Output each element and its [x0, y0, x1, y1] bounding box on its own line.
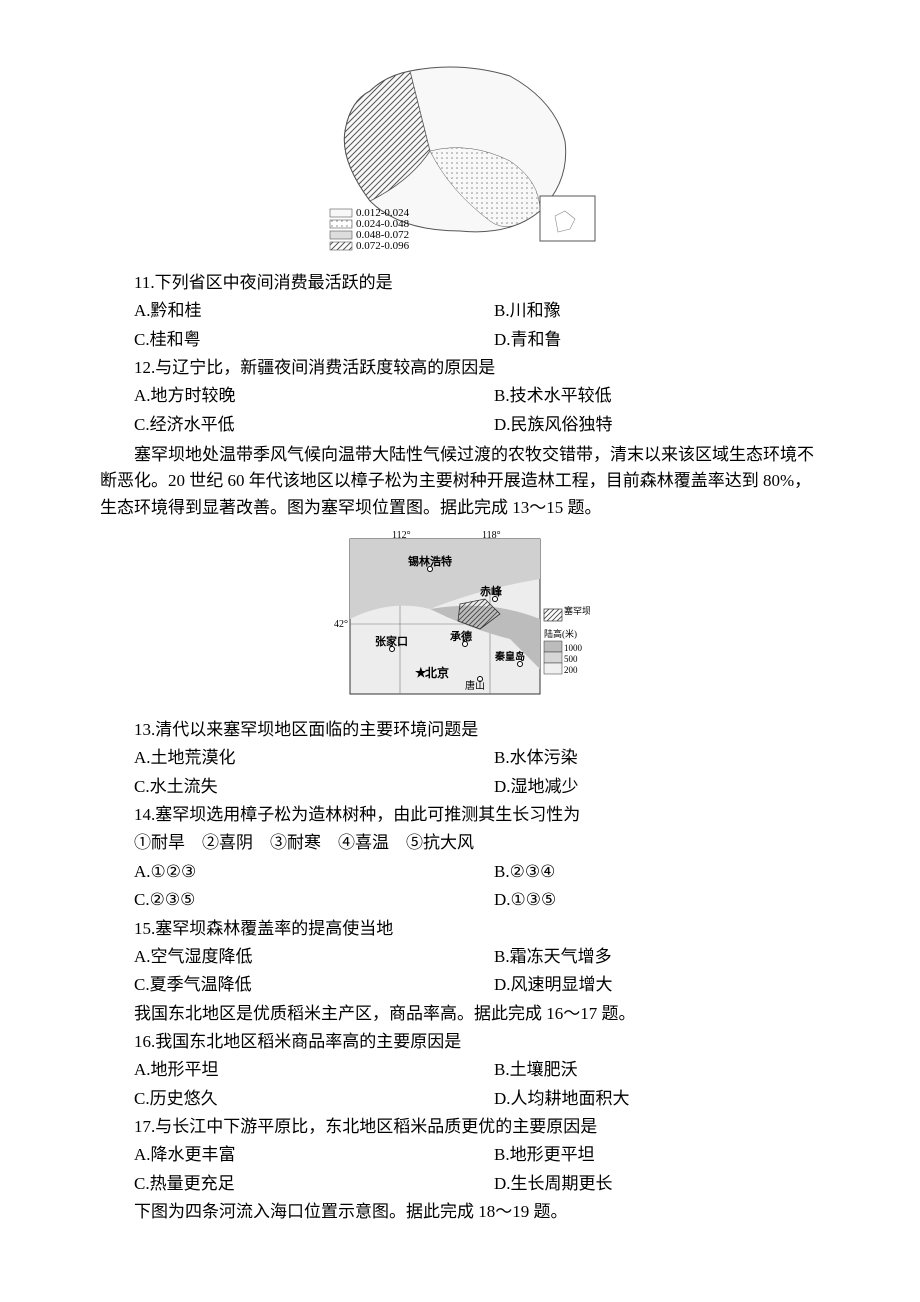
- q15-opt-d: D.风速明显增大: [460, 972, 820, 998]
- q14-stem: 14.塞罕坝选用樟子松为造林树种，由此可推测其生长习性为: [100, 802, 820, 828]
- passage-16-17: 我国东北地区是优质稻米主产区，商品率高。据此完成 16～17 题。: [100, 1001, 820, 1027]
- q17-opt-c: C.热量更充足: [100, 1171, 460, 1197]
- city-qinhuangdao: 秦皇岛: [494, 650, 525, 663]
- china-map-figure: 0.012-0.024 0.024-0.048 0.048-0.072 0.07…: [100, 40, 820, 262]
- q13-opt-b: B.水体污染: [460, 745, 820, 771]
- q14-opt-a: A.①②③: [100, 859, 460, 885]
- q12-opt-d: D.民族风俗独特: [460, 412, 820, 438]
- q15-opt-a: A.空气湿度降低: [100, 944, 460, 970]
- city-chengde: 承德: [450, 629, 472, 643]
- legend-1000: 1000: [564, 643, 583, 653]
- q12-opt-a: A.地方时较晚: [100, 383, 460, 409]
- q12-stem: 12.与辽宁比，新疆夜间消费活跃度较高的原因是: [100, 355, 820, 381]
- city-chifeng: 赤峰: [480, 584, 503, 598]
- q13-opt-c: C.水土流失: [100, 774, 460, 800]
- q17-stem: 17.与长江中下游平原比，东北地区稻米品质更优的主要原因是: [100, 1114, 820, 1140]
- q17-opt-a: A.降水更丰富: [100, 1142, 460, 1168]
- city-xilinhot: 锡林浩特: [408, 554, 452, 568]
- legend-elev-title: 陆高(米): [544, 628, 577, 639]
- q16-opt-d: D.人均耕地面积大: [460, 1086, 820, 1112]
- q16-opt-c: C.历史悠久: [100, 1086, 460, 1112]
- saihanba-map-figure: 112° 118° 42° 锡林浩特 赤峰 张家口 承德 秦皇岛: [100, 529, 820, 709]
- q12-opt-c: C.经济水平低: [100, 412, 460, 438]
- q12-opt-b: B.技术水平较低: [460, 383, 820, 409]
- q11-opt-d: D.青和鲁: [460, 327, 820, 353]
- q11-opt-a: A.黔和桂: [100, 298, 460, 324]
- q11-opt-c: C.桂和粤: [100, 327, 460, 353]
- passage-13-15: 塞罕坝地处温带季风气候向温带大陆性气候过渡的农牧交错带，清末以来该区域生态环境不…: [100, 442, 820, 521]
- q13-stem: 13.清代以来塞罕坝地区面临的主要环境问题是: [100, 717, 820, 743]
- q17-opt-b: B.地形更平坦: [460, 1142, 820, 1168]
- q11-opt-b: B.川和豫: [460, 298, 820, 324]
- q13-opt-d: D.湿地减少: [460, 774, 820, 800]
- q15-opt-b: B.霜冻天气增多: [460, 944, 820, 970]
- legend-val-4: 0.072-0.096: [356, 240, 410, 252]
- q13-opt-a: A.土地荒漠化: [100, 745, 460, 771]
- q14-opt-d: D.①③⑤: [460, 887, 820, 913]
- city-tangshan: 唐山: [465, 679, 485, 692]
- q16-stem: 16.我国东北地区稻米商品率高的主要原因是: [100, 1029, 820, 1055]
- passage-18-19: 下图为四条河流入海口位置示意图。据此完成 18～19 题。: [100, 1199, 820, 1225]
- city-zhangjiakou: 张家口: [375, 634, 408, 648]
- legend-500: 500: [564, 654, 578, 664]
- q11-stem: 11.下列省区中夜间消费最活跃的是: [100, 270, 820, 296]
- q16-opt-a: A.地形平坦: [100, 1057, 460, 1083]
- q17-opt-d: D.生长周期更长: [460, 1171, 820, 1197]
- legend-200: 200: [564, 665, 578, 675]
- q14-choices: ①耐旱 ②喜阴 ③耐寒 ④喜温 ⑤抗大风: [100, 830, 820, 856]
- q15-opt-c: C.夏季气温降低: [100, 972, 460, 998]
- q14-opt-b: B.②③④: [460, 859, 820, 885]
- city-beijing-label: 北京: [425, 665, 449, 680]
- lat-label: 42°: [334, 619, 348, 630]
- q15-stem: 15.塞罕坝森林覆盖率的提高使当地: [100, 916, 820, 942]
- legend-shb-1: 塞罕坝位置: [564, 605, 590, 616]
- q14-opt-c: C.②③⑤: [100, 887, 460, 913]
- q16-opt-b: B.土壤肥沃: [460, 1057, 820, 1083]
